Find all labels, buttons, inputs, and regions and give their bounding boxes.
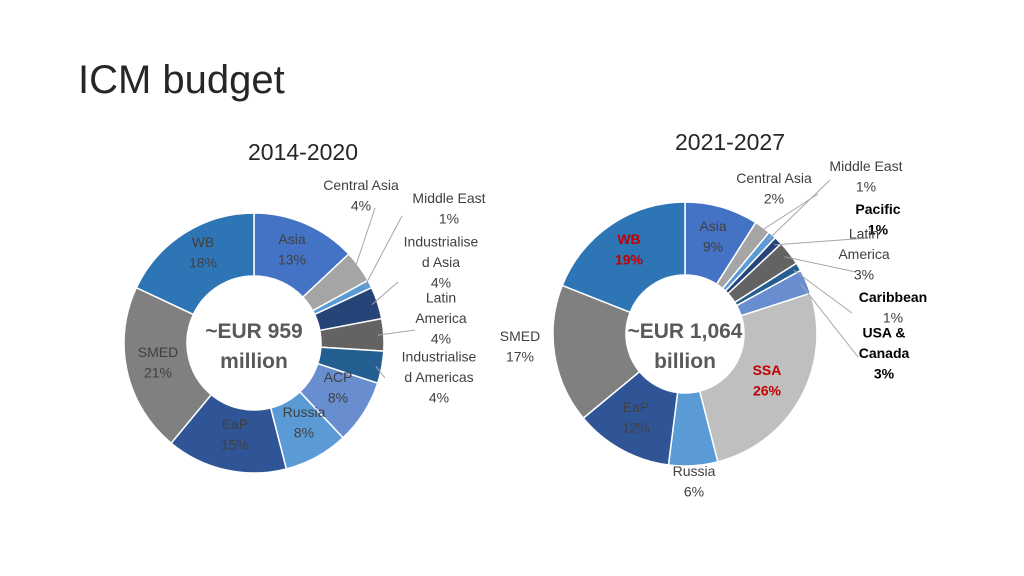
slice-label: Middle East 1% (412, 190, 485, 227)
slice-label: EaP 12% (622, 399, 650, 436)
slide-title: ICM budget (78, 58, 285, 102)
slice-label: ACP 8% (324, 369, 353, 406)
center-text: million (220, 350, 288, 373)
slice-label: Central Asia 4% (323, 177, 399, 214)
center-text: ~EUR 959 (205, 320, 302, 343)
leader-line (758, 193, 819, 233)
slice-label: Asia 13% (278, 231, 306, 268)
slice-wb (135, 212, 255, 316)
leader-line (784, 256, 857, 273)
slice-label: WB 18% (189, 234, 217, 271)
leader-line (353, 207, 376, 271)
leader-line (800, 283, 859, 358)
leader-line (371, 281, 399, 306)
slice-label: Pacific 1% (855, 201, 900, 238)
slice-wb (561, 201, 686, 314)
chart-title: 2021-2027 (675, 129, 785, 155)
slice-label: Caribbean 1% (859, 289, 927, 326)
slice-label: SSA 26% (753, 362, 782, 399)
slice-label: Industrialise d Americas 4% (402, 349, 477, 406)
donut-chart-2021-2027: 2021-2027 ~EUR 1,064 billion Asia 9% Central … (500, 129, 927, 499)
slice-label: SMED 21% (138, 344, 178, 381)
slice-label: Latin America 4% (415, 290, 467, 347)
slice-label: Middle East 1% (829, 158, 902, 195)
leader-line (364, 215, 403, 287)
center-text: ~EUR 1,064 (628, 320, 743, 343)
center-text: billion (654, 350, 716, 373)
slice-label: SMED 17% (500, 328, 540, 365)
slice-label: Asia 9% (699, 218, 726, 255)
slice-smed (123, 286, 213, 445)
chart-title: 2014-2020 (248, 139, 358, 165)
slice-label: USA & Canada 3% (859, 325, 910, 382)
slice-label: Industrialise d Asia 4% (404, 234, 479, 291)
leader-line (377, 329, 416, 336)
slice-smed (552, 284, 641, 420)
slice-label: WB 19% (615, 231, 644, 268)
slice-label: Latin America 3% (838, 226, 890, 283)
slice-ssa (698, 292, 818, 463)
slice-label: Central Asia 2% (736, 170, 812, 207)
slice-label: Russia 8% (283, 404, 326, 441)
leader-line (793, 269, 853, 314)
slice-label: EaP 15% (221, 416, 249, 453)
leader-line (767, 179, 831, 240)
slice-label: Russia 6% (673, 463, 716, 500)
donut-chart-2014-2020: 2014-2020 ~EUR 959 million Asia 13% Central A… (123, 139, 486, 474)
leader-line (375, 365, 386, 379)
leader-line (774, 237, 869, 246)
